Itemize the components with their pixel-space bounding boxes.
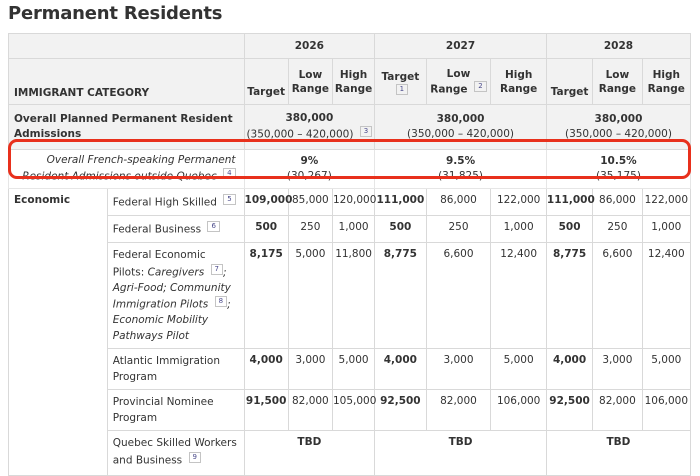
- footnote-link[interactable]: 1: [395, 83, 409, 95]
- year-2027-header: 2027: [374, 33, 547, 59]
- low-range-cell: 6,600: [425, 242, 492, 349]
- high-range-cell: 122,000: [641, 188, 692, 216]
- low-range-cell: 5,000: [287, 242, 333, 349]
- high-range-header: High Range: [331, 58, 376, 105]
- low-range-cell: 82,000: [592, 389, 643, 431]
- program-name: Provincial Nominee Program: [106, 389, 245, 431]
- footnote-link[interactable]: 6: [207, 221, 220, 232]
- high-range-cell: 106,000: [641, 389, 692, 431]
- high-range-cell: 106,000: [490, 389, 547, 431]
- target-header: Target: [243, 58, 289, 105]
- footnote-link[interactable]: 8: [214, 296, 228, 307]
- high-range-header: High Range: [490, 58, 547, 105]
- target-cell: 4,000: [374, 348, 427, 390]
- program-name: Federal Economic Pilots: Caregivers 7; A…: [106, 242, 245, 349]
- table-row: Federal Economic Pilots: Caregivers 7; A…: [9, 242, 692, 349]
- program-name: Atlantic Immigration Program: [106, 348, 245, 390]
- low-range-cell: 6,600: [592, 242, 643, 349]
- tbd-cell: TBD: [374, 430, 547, 476]
- table-row: Economic Federal High Skilled 5 109,000 …: [8, 188, 692, 476]
- low-range-cell: 82,000: [425, 389, 492, 431]
- low-range-cell: 3,000: [425, 348, 492, 390]
- footnote-link[interactable]: 2: [474, 80, 487, 92]
- low-range-cell: 85,000: [287, 188, 333, 216]
- low-range-cell: 86,000: [592, 188, 643, 216]
- year-2028-header: 2028: [545, 33, 692, 59]
- target-cell: 111,000: [374, 188, 427, 216]
- overall-admissions-label: Overall Planned Permanent Resident Admis…: [8, 104, 245, 150]
- page-title: Permanent Residents: [8, 3, 223, 24]
- target-cell: 8,775: [545, 242, 594, 349]
- overall-2027-cell: 380,000 (350,000 – 420,000): [374, 104, 547, 150]
- target-cell: 4,000: [545, 348, 594, 390]
- program-name: Federal High Skilled 5: [106, 188, 245, 216]
- blank-corner-cell: [8, 33, 245, 59]
- low-range-header: Low Range: [287, 58, 333, 105]
- table-row: Quebec Skilled Workers and Business 9 TB…: [9, 430, 692, 476]
- target-cell: 8,775: [374, 242, 427, 349]
- low-range-cell: 86,000: [425, 188, 492, 216]
- high-range-cell: 1,000: [331, 215, 376, 243]
- tbd-cell: TBD: [545, 430, 692, 476]
- target-cell: 92,500: [545, 389, 594, 431]
- program-name: Quebec Skilled Workers and Business 9: [106, 430, 245, 476]
- french-speaking-label: Overall French-speaking Permanent Reside…: [8, 149, 245, 189]
- footnote-link[interactable]: 9: [188, 451, 201, 463]
- low-range-cell: 3,000: [592, 348, 643, 390]
- target-cell: 4,000: [243, 348, 289, 390]
- low-range-cell: 250: [287, 215, 333, 243]
- high-range-cell: 105,000: [331, 389, 376, 431]
- immigrant-category-header: IMMIGRANT CATEGORY: [8, 58, 245, 105]
- footnote-link[interactable]: 7: [210, 263, 223, 275]
- french-2026-cell: 9% (30,267): [243, 149, 376, 189]
- high-range-header: High Range: [641, 58, 692, 105]
- low-range-header: Low Range 2: [425, 58, 492, 105]
- permanent-residents-table: 2026 2027 2028 IMMIGRANT CATEGORY Target…: [8, 33, 692, 476]
- high-range-cell: 12,400: [641, 242, 692, 349]
- overall-admissions-row: Overall Planned Permanent Resident Admis…: [8, 104, 692, 150]
- year-header-row: 2026 2027 2028: [8, 33, 692, 59]
- target-cell: 500: [243, 215, 289, 243]
- overall-2026-cell: 380,000 (350,000 – 420,000) 3: [243, 104, 376, 150]
- french-2027-cell: 9.5% (31,825): [374, 149, 547, 189]
- economic-category-label: Economic: [8, 188, 108, 476]
- french-2028-cell: 10.5% (35,175): [545, 149, 692, 189]
- target-cell: 109,000: [243, 188, 292, 216]
- footnote-link[interactable]: 4: [223, 168, 236, 180]
- high-range-cell: 11,800: [331, 242, 376, 349]
- target-cell: 111,000: [545, 188, 595, 216]
- high-range-cell: 5,000: [331, 348, 376, 390]
- high-range-cell: 1,000: [641, 215, 692, 243]
- tbd-cell: TBD: [243, 430, 376, 476]
- high-range-cell: 5,000: [641, 348, 692, 390]
- high-range-cell: 120,000: [331, 188, 376, 216]
- french-speaking-row: Overall French-speaking Permanent Reside…: [8, 149, 692, 189]
- low-range-cell: 250: [425, 215, 492, 243]
- table-row: Atlantic Immigration Program 4,000 3,000…: [9, 348, 692, 390]
- low-range-header: Low Range: [592, 58, 643, 105]
- overall-2028-cell: 380,000 (350,000 – 420,000): [545, 104, 692, 150]
- table-row: Federal Business 6 500 250 1,000 500 250…: [9, 215, 692, 243]
- program-name: Federal Business 6: [106, 215, 245, 243]
- low-range-cell: 82,000: [287, 389, 333, 431]
- high-range-cell: 1,000: [490, 215, 547, 243]
- target-cell: 500: [374, 215, 427, 243]
- target-header: Target: [545, 58, 594, 105]
- subheader-row: IMMIGRANT CATEGORY Target Low Range High…: [8, 58, 692, 105]
- low-range-cell: 3,000: [287, 348, 333, 390]
- footnote-link[interactable]: 3: [359, 126, 373, 138]
- target-cell: 8,175: [243, 242, 289, 349]
- high-range-cell: 12,400: [490, 242, 547, 349]
- target-cell: 91,500: [243, 389, 289, 431]
- high-range-cell: 122,000: [490, 188, 547, 216]
- target-header: Target 1: [374, 58, 427, 105]
- target-cell: 500: [545, 215, 594, 243]
- target-cell: 92,500: [374, 389, 427, 431]
- low-range-cell: 250: [592, 215, 643, 243]
- table-row: Provincial Nominee Program 91,500 82,000…: [9, 389, 692, 431]
- high-range-cell: 5,000: [490, 348, 547, 390]
- footnote-link[interactable]: 5: [223, 194, 236, 205]
- year-2026-header: 2026: [243, 33, 376, 59]
